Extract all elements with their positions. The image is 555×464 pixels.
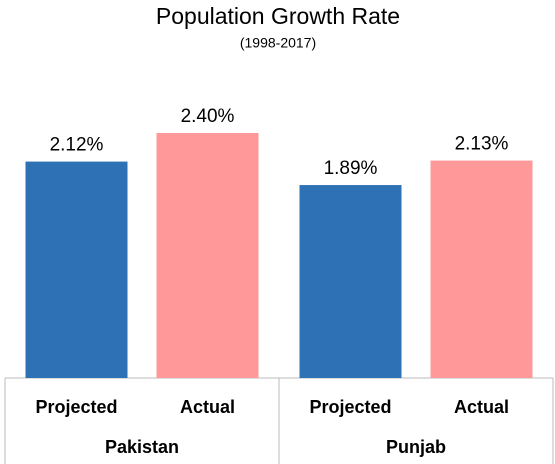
bar (25, 161, 128, 378)
value-label: 2.13% (455, 134, 509, 155)
bar-category-label: Projected (309, 397, 391, 417)
chart-title: Population Growth Rate (156, 3, 400, 29)
value-label: 1.89% (324, 158, 378, 179)
value-label: 2.12% (50, 135, 104, 156)
bar (156, 133, 259, 378)
bar-category-label: Actual (180, 397, 235, 417)
bar-category-label: Actual (454, 397, 509, 417)
chart-subtitle: (1998-2017) (240, 35, 316, 51)
bar (430, 160, 533, 378)
bar (299, 185, 402, 378)
group-label: Punjab (386, 437, 446, 457)
value-label: 2.40% (181, 106, 235, 127)
bar-category-label: Projected (35, 397, 117, 417)
group-label: Pakistan (105, 437, 179, 457)
